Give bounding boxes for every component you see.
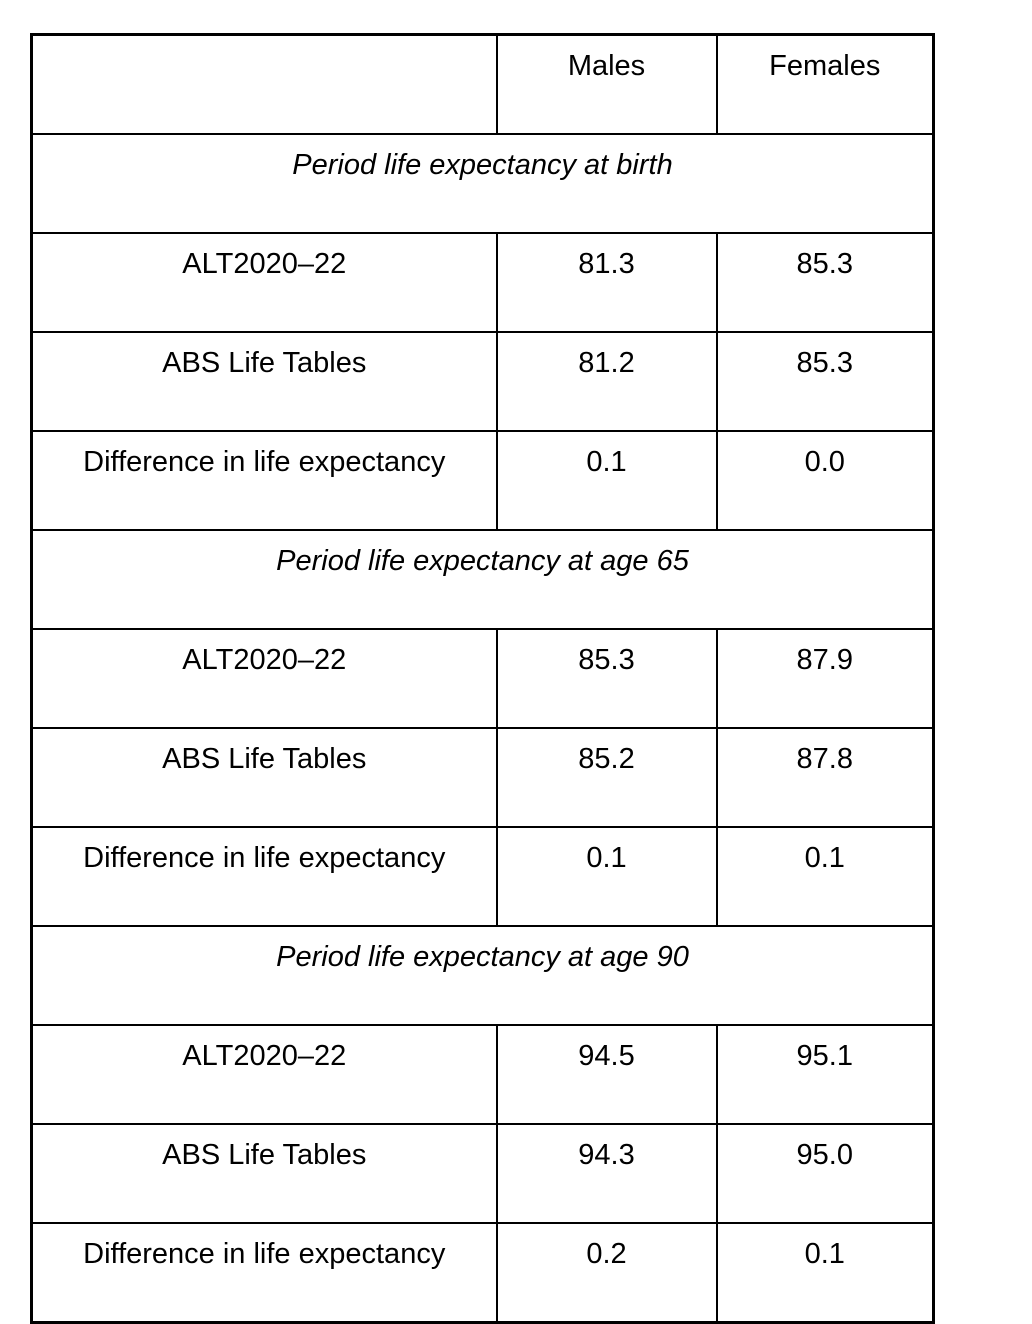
column-header-females: Females bbox=[715, 33, 935, 135]
females-value: 95.1 bbox=[715, 1024, 935, 1125]
section-header-row: Period life expectancy at birth bbox=[30, 133, 935, 234]
males-value: 85.3 bbox=[495, 628, 718, 729]
section-title-at-birth: Period life expectancy at birth bbox=[30, 133, 935, 234]
females-value: 0.1 bbox=[715, 826, 935, 927]
column-header-row: Males Females bbox=[30, 33, 935, 135]
males-value: 81.3 bbox=[495, 232, 718, 333]
row-label: Difference in life expectancy bbox=[30, 1222, 498, 1324]
section-header-row: Period life expectancy at age 90 bbox=[30, 925, 935, 1026]
males-value: 94.3 bbox=[495, 1123, 718, 1224]
row-label: ALT2020–22 bbox=[30, 628, 498, 729]
table-row: Difference in life expectancy 0.1 0.1 bbox=[30, 826, 935, 927]
females-value: 95.0 bbox=[715, 1123, 935, 1224]
males-value: 0.1 bbox=[495, 430, 718, 531]
table-row: ABS Life Tables 81.2 85.3 bbox=[30, 331, 935, 432]
row-label: Difference in life expectancy bbox=[30, 430, 498, 531]
table-row: Difference in life expectancy 0.2 0.1 bbox=[30, 1222, 935, 1324]
life-expectancy-table: Males Females Period life expectancy at … bbox=[30, 33, 935, 1324]
table-row: ALT2020–22 94.5 95.1 bbox=[30, 1024, 935, 1125]
table-row: ALT2020–22 81.3 85.3 bbox=[30, 232, 935, 333]
life-expectancy-table-container: Males Females Period life expectancy at … bbox=[30, 33, 935, 1324]
table-row: ALT2020–22 85.3 87.9 bbox=[30, 628, 935, 729]
males-value: 81.2 bbox=[495, 331, 718, 432]
row-label: ABS Life Tables bbox=[30, 1123, 498, 1224]
section-title-age-90: Period life expectancy at age 90 bbox=[30, 925, 935, 1026]
females-value: 85.3 bbox=[715, 331, 935, 432]
table-row: ABS Life Tables 94.3 95.0 bbox=[30, 1123, 935, 1224]
row-label: Difference in life expectancy bbox=[30, 826, 498, 927]
row-label: ABS Life Tables bbox=[30, 331, 498, 432]
section-title-age-65: Period life expectancy at age 65 bbox=[30, 529, 935, 630]
males-value: 0.2 bbox=[495, 1222, 718, 1324]
females-value: 87.8 bbox=[715, 727, 935, 828]
corner-cell-empty bbox=[30, 33, 498, 135]
females-value: 0.1 bbox=[715, 1222, 935, 1324]
table-row: ABS Life Tables 85.2 87.8 bbox=[30, 727, 935, 828]
table-row: Difference in life expectancy 0.1 0.0 bbox=[30, 430, 935, 531]
row-label: ABS Life Tables bbox=[30, 727, 498, 828]
males-value: 94.5 bbox=[495, 1024, 718, 1125]
females-value: 0.0 bbox=[715, 430, 935, 531]
row-label: ALT2020–22 bbox=[30, 1024, 498, 1125]
section-header-row: Period life expectancy at age 65 bbox=[30, 529, 935, 630]
row-label: ALT2020–22 bbox=[30, 232, 498, 333]
females-value: 85.3 bbox=[715, 232, 935, 333]
males-value: 85.2 bbox=[495, 727, 718, 828]
column-header-males: Males bbox=[495, 33, 718, 135]
males-value: 0.1 bbox=[495, 826, 718, 927]
females-value: 87.9 bbox=[715, 628, 935, 729]
